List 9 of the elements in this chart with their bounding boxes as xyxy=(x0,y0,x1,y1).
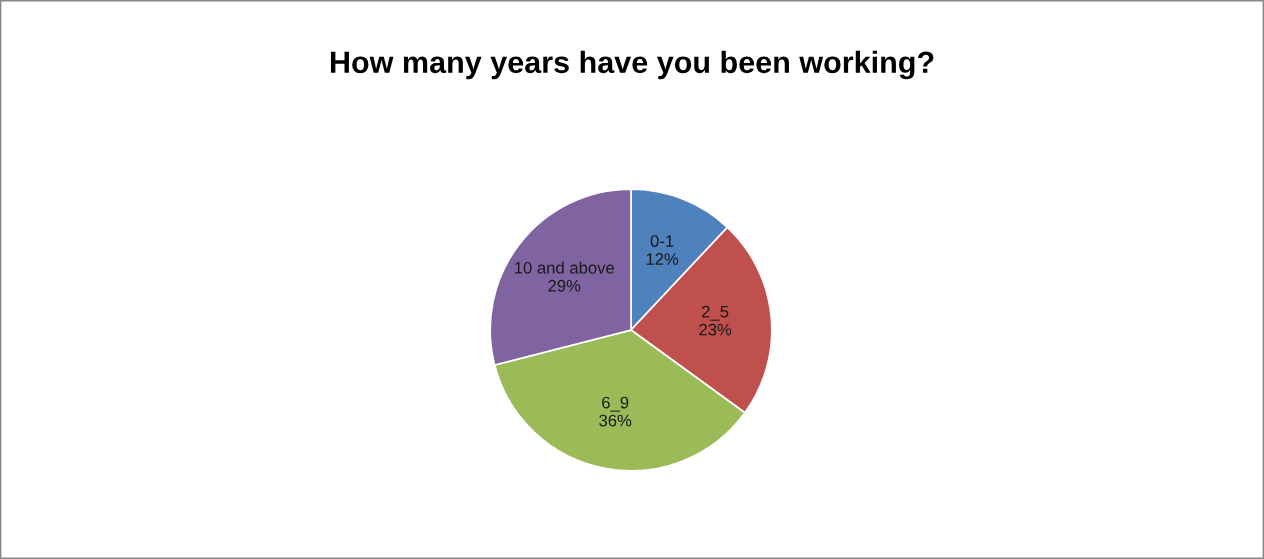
slice-label: 10 and above xyxy=(515,261,615,274)
slice-label: 6_9 xyxy=(602,396,629,412)
data-label: 12% xyxy=(646,253,679,265)
slice-label: 2_5 xyxy=(702,305,729,321)
data-label: 23% xyxy=(699,323,732,336)
data-label: 36% xyxy=(599,414,632,427)
data-label: 29% xyxy=(548,279,581,292)
slice-label: 0-1 xyxy=(650,235,674,247)
chart-title: How many years have you been working? xyxy=(330,50,934,80)
